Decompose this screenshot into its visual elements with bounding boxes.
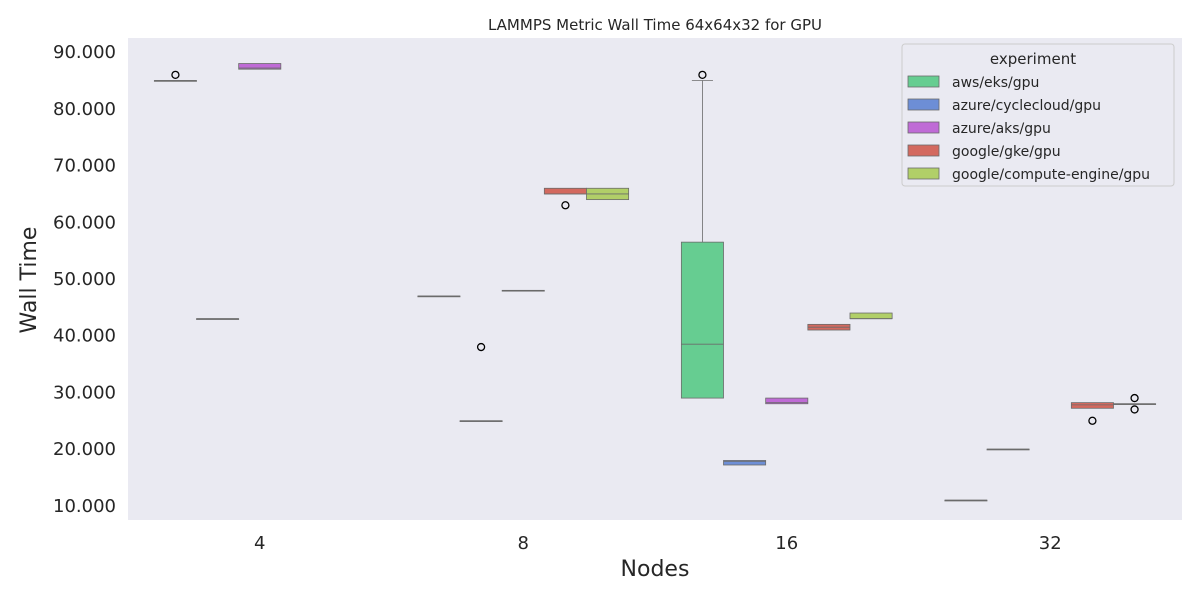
legend-title: experiment (990, 50, 1076, 68)
legend-label: google/gke/gpu (952, 144, 1061, 160)
legend-item: azure/cyclecloud/gpu (907, 98, 1101, 114)
y-tick-label: 70.000 (53, 156, 116, 177)
box-iqr (723, 460, 767, 466)
y-tick-label: 30.000 (53, 382, 116, 403)
x-axis-label: Nodes (621, 557, 690, 582)
x-tick-label: 4 (254, 533, 265, 554)
legend: experiment aws/eks/gpu azure/cyclecloud/g… (901, 43, 1175, 187)
box-azure-cyclecloud-gpu-16 (723, 460, 767, 466)
legend-label: google/compute-engine/gpu (952, 167, 1150, 183)
box-iqr (238, 63, 282, 70)
box-aws-eks-gpu-8 (417, 295, 461, 298)
legend-swatch (907, 121, 940, 134)
y-tick-label: 60.000 (53, 212, 116, 233)
box-azure-aks-gpu-16 (765, 397, 809, 405)
legend-swatch (907, 167, 940, 180)
y-tick-label: 10.000 (53, 496, 116, 517)
box-iqr (1070, 402, 1114, 409)
y-tick-label: 80.000 (53, 99, 116, 120)
box-google-compute-engine-gpu-16 (849, 312, 893, 320)
legend-item: aws/eks/gpu (907, 75, 1039, 91)
outlier-point (698, 70, 707, 80)
box-azure-cyclecloud-gpu-4 (196, 318, 240, 320)
legend-frame (901, 43, 1175, 187)
box-aws-eks-gpu-4 (153, 70, 197, 82)
x-tick-label: 32 (1039, 533, 1062, 554)
box-iqr (543, 187, 587, 195)
box-iqr (765, 397, 809, 405)
box-google-gke-gpu-32 (1070, 402, 1114, 425)
outlier-point (171, 70, 180, 80)
boxes-layer (153, 63, 1157, 502)
box-iqr (680, 241, 724, 399)
y-tick-label: 20.000 (53, 439, 116, 460)
y-axis-label: Wall Time (17, 227, 42, 334)
x-tick-label: 8 (518, 533, 529, 554)
legend-swatch (907, 144, 940, 157)
box-azure-aks-gpu-8 (501, 289, 545, 292)
y-axis-ticks: 10.000 20.000 30.000 40.000 50.000 60.000 70.0… (53, 42, 116, 517)
box-google-compute-engine-gpu-8 (586, 187, 630, 201)
x-axis-ticks: 4 8 16 32 (254, 533, 1062, 554)
y-tick-label: 90.000 (53, 42, 116, 63)
box-aws-eks-gpu-32 (944, 499, 988, 502)
legend-items: aws/eks/gpu azure/cyclecloud/gpu azure/aks… (907, 75, 1150, 183)
legend-label: aws/eks/gpu (952, 75, 1039, 91)
box-google-compute-engine-gpu-32 (1113, 393, 1157, 414)
legend-swatch (907, 75, 940, 88)
outlier-point (1130, 405, 1139, 414)
legend-label: azure/aks/gpu (952, 121, 1051, 137)
x-tick-label: 16 (775, 533, 798, 554)
legend-item: azure/aks/gpu (907, 121, 1051, 137)
outlier-point (476, 342, 486, 352)
box-google-gke-gpu-16 (807, 323, 851, 331)
legend-item: google/gke/gpu (907, 144, 1061, 160)
legend-swatch (907, 98, 940, 111)
legend-item: google/compute-engine/gpu (907, 167, 1150, 183)
outlier-point (561, 201, 570, 210)
box-azure-cyclecloud-gpu-8 (459, 342, 503, 422)
chart-title: LAMMPS Metric Wall Time 64x64x32 for GPU (488, 16, 822, 34)
y-tick-label: 40.000 (53, 326, 116, 347)
outlier-point (1130, 393, 1139, 403)
box-aws-eks-gpu-16 (680, 70, 724, 399)
outlier-point (1088, 416, 1097, 425)
box-azure-aks-gpu-4 (238, 63, 282, 70)
box-iqr (849, 312, 893, 320)
y-tick-label: 50.000 (53, 269, 116, 290)
box-azure-cyclecloud-gpu-32 (986, 448, 1030, 451)
legend-label: azure/cyclecloud/gpu (952, 98, 1101, 114)
